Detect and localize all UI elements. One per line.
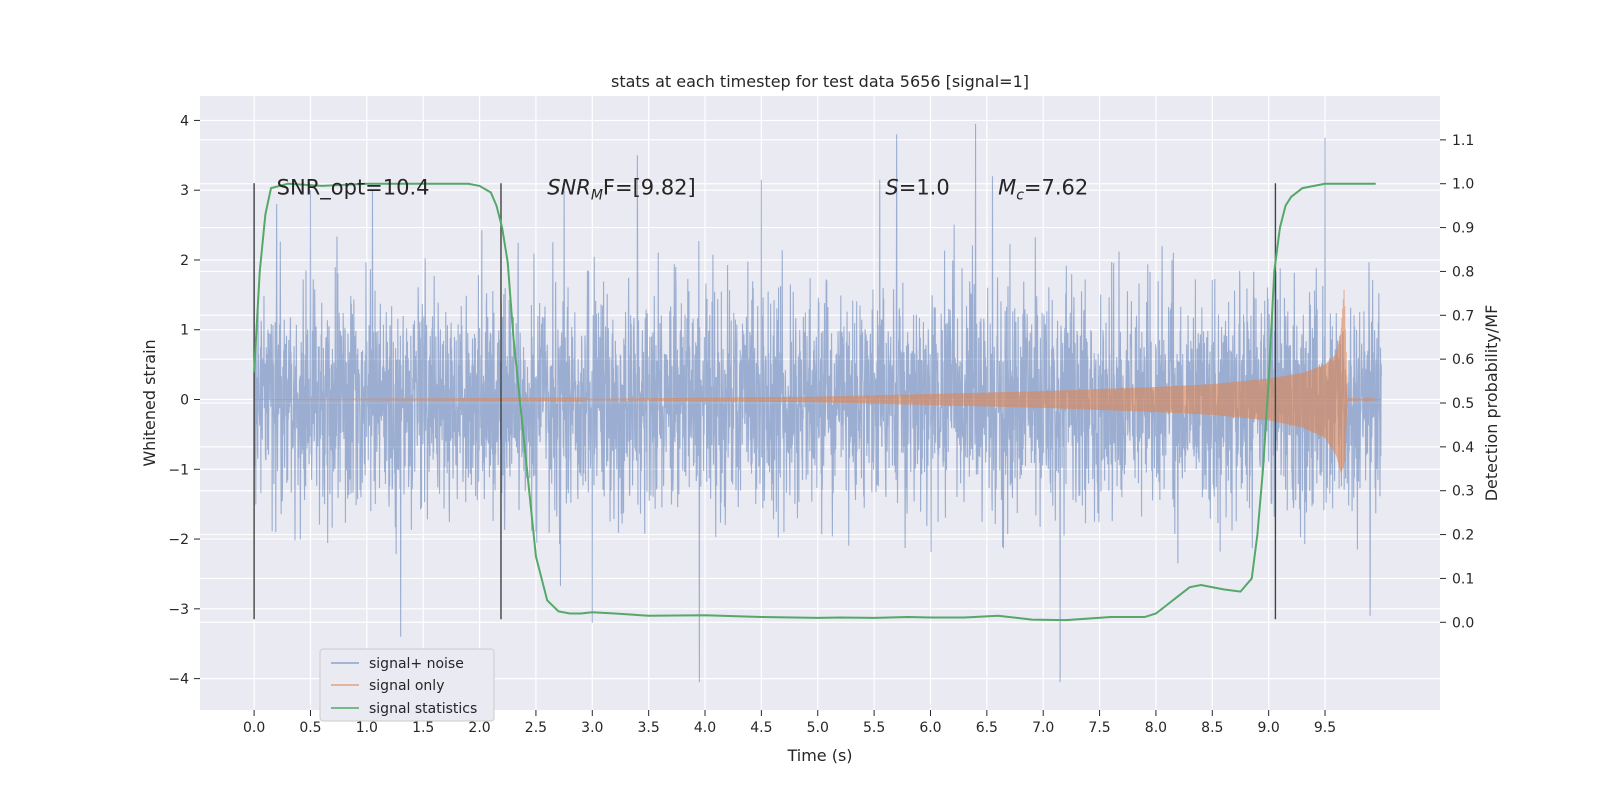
x-tick-label: 9.0 [1258,720,1280,736]
noise-trace [253,123,1382,683]
x-tick-label: 8.5 [1201,720,1223,736]
series-stats [253,182,1376,622]
x-tick-label: 5.5 [863,720,885,736]
legend: signal+ noise signal only signal statist… [319,648,495,722]
annotation-chirp-mass: Mc=7.62 [998,176,1088,204]
x-axis: 0.0 0.5 1.0 1.5 2.0 2.5 3.0 3.5 4.0 4.5 5.0 5.5 6.0 6… [243,710,1336,736]
x-tick-label: 3.5 [638,720,660,736]
y-tick-label: 1 [180,323,189,339]
x-tick-label: 0.5 [299,720,321,736]
y-axis-label: Whitened strain [140,339,159,466]
y-axis-left: −4 −3 −2 −1 0 1 2 3 4 [168,113,200,688]
y2-tick-label: 1.0 [1452,177,1474,193]
y-tick-label: −4 [168,672,189,688]
legend-label-noise: signal+ noise [369,656,464,672]
y-tick-label: 0 [180,393,189,409]
stats-trace [253,182,1376,622]
y2-tick-label: 0.2 [1452,528,1474,544]
y2-tick-label: 0.7 [1452,308,1474,324]
y-tick-label: −1 [168,462,189,478]
y-tick-label: −2 [168,532,189,548]
legend-box [319,648,495,722]
y2-axis-label: Detection probability/MF [1482,305,1501,502]
y2-tick-label: 0.1 [1452,571,1474,587]
y2-tick-label: 0.0 [1452,615,1474,631]
legend-label-signal: signal only [369,678,444,694]
y-tick-label: 3 [180,183,189,199]
y-axis-right: 0.0 0.1 0.2 0.3 0.4 0.5 0.6 0.7 0.8 0.9 1.0 1.1 [1440,133,1474,631]
annotations: SNR_opt=10.4 SNRMF=[9.82] S=1.0 Mc=7.62 [277,176,1089,204]
x-tick-label: 5.0 [807,720,829,736]
x-tick-label: 4.0 [694,720,716,736]
annotation-snr-opt: SNR_opt=10.4 [277,176,430,201]
x-tick-label: 6.5 [976,720,998,736]
y2-tick-label: 0.6 [1452,352,1474,368]
y2-tick-label: 0.9 [1452,221,1474,237]
y2-tick-label: 0.8 [1452,264,1474,280]
x-tick-label: 7.5 [1088,720,1110,736]
x-tick-label: 2.0 [468,720,490,736]
x-tick-label: 2.5 [525,720,547,736]
x-tick-label: 9.5 [1314,720,1336,736]
x-tick-label: 3.0 [581,720,603,736]
y2-tick-label: 0.5 [1452,396,1474,412]
legend-label-stats: signal statistics [369,701,477,717]
series-noise [253,123,1382,683]
chart-title: stats at each timestep for test data 565… [611,72,1029,91]
x-tick-label: 7.0 [1032,720,1054,736]
x-tick-label: 4.5 [750,720,772,736]
x-tick-label: 1.0 [356,720,378,736]
y-tick-label: −3 [168,602,189,618]
y2-tick-label: 0.3 [1452,484,1474,500]
x-tick-label: 8.0 [1145,720,1167,736]
y-tick-label: 2 [180,253,189,269]
annotation-s-value: S=1.0 [885,176,949,200]
series-signal [254,289,1382,473]
y-tick-label: 4 [180,113,189,129]
x-tick-label: 0.0 [243,720,265,736]
annotation-snr-mf: SNRMF=[9.82] [547,176,696,204]
x-axis-label: Time (s) [786,746,852,765]
signal-trace [254,289,1382,473]
y2-tick-label: 0.4 [1452,440,1474,456]
x-tick-label: 1.5 [412,720,434,736]
y2-tick-label: 1.1 [1452,133,1474,149]
x-tick-label: 6.0 [919,720,941,736]
